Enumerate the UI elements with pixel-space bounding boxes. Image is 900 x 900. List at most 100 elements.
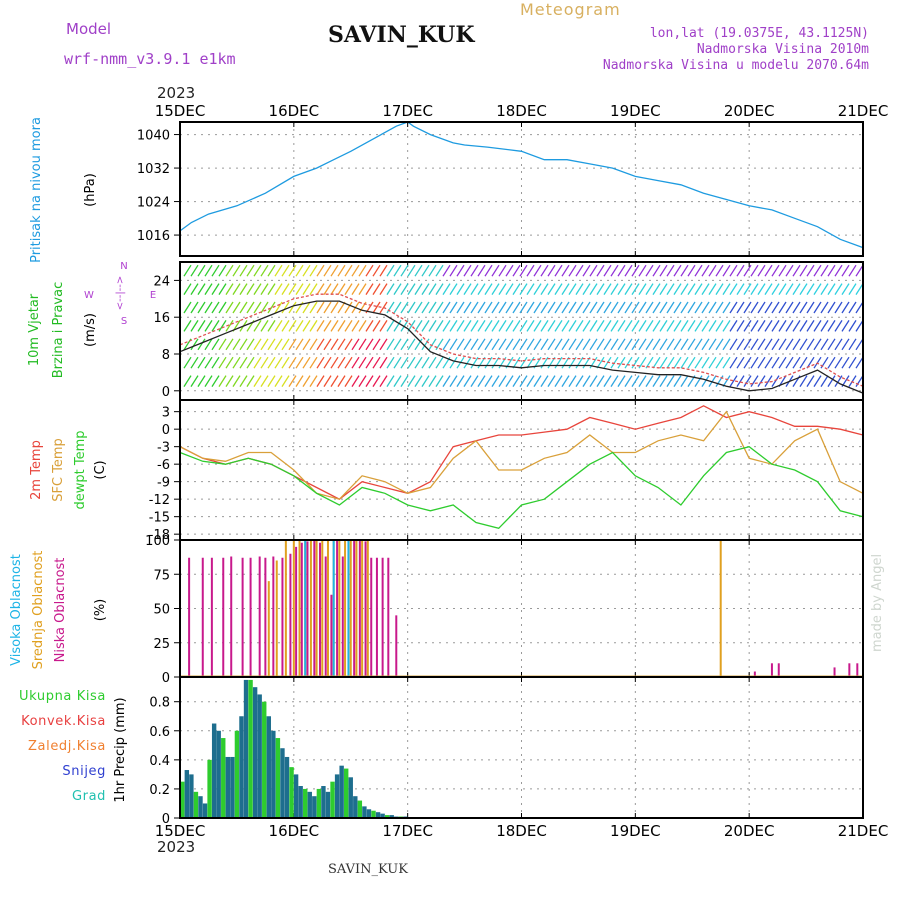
wind-barb (743, 301, 752, 314)
wind-barb (337, 356, 346, 369)
temp-line-dewpt-temp (179, 445, 864, 530)
wind-barb (813, 338, 822, 351)
wind-barb (400, 301, 409, 314)
year-top: 2023 (157, 84, 196, 102)
wind-barb (561, 375, 570, 387)
wind-barb (365, 320, 374, 332)
wind-barb (225, 338, 234, 351)
wind-barb (358, 375, 367, 387)
wind-barb (554, 356, 563, 369)
wind-barb (603, 338, 612, 351)
wind-barb (631, 375, 640, 387)
wind-barb (785, 320, 794, 332)
wind-barb (379, 375, 388, 387)
wind-barb (785, 301, 794, 314)
y-tick-label: -18 (149, 528, 170, 543)
temp-unit-label: (C) (93, 460, 108, 479)
wind-barb (834, 338, 843, 351)
wind-barb (722, 375, 731, 387)
wind-barb (638, 375, 647, 387)
wind-barb (400, 283, 409, 295)
wind-barb (470, 320, 479, 332)
wind-barb (372, 264, 381, 277)
wind-barb (386, 320, 395, 332)
wind-barb (204, 375, 213, 387)
precip-bar (353, 796, 358, 818)
wind-barb (512, 356, 521, 369)
wind-barb (330, 320, 339, 332)
wind-barb (855, 375, 864, 387)
wind-barb (225, 301, 234, 314)
wind-barb (610, 283, 619, 295)
wind-barb (540, 338, 549, 351)
precip-bar (239, 716, 244, 818)
wind-barb (694, 375, 703, 387)
wind-barb (771, 375, 780, 387)
wind-barb (771, 338, 780, 351)
wind-barb (379, 320, 388, 332)
wind-barb (365, 356, 374, 369)
wind-barb (295, 375, 304, 387)
wind-barb (848, 320, 857, 332)
wind-barb (274, 264, 283, 277)
precip-bar (343, 768, 349, 818)
wind-barb (421, 375, 430, 387)
wind-barb (806, 264, 815, 277)
precip-bar (348, 777, 353, 818)
wind-barb (799, 338, 808, 351)
wind-barb (554, 264, 563, 277)
cloud-axis-label-low: Niska Oblacnost (53, 558, 68, 663)
wind-barb (204, 283, 213, 295)
wind-barb (211, 320, 220, 332)
wind-barb (218, 283, 227, 295)
wind-barb (568, 264, 577, 277)
x-tick-label-bottom: 18DEC (496, 822, 547, 840)
wind-barb (848, 375, 857, 387)
wind-barb (218, 375, 227, 387)
wind-barb (295, 356, 304, 369)
wind-barb (183, 375, 192, 387)
wind-barb (729, 338, 738, 351)
wind-barb (827, 264, 836, 277)
wind-barb (351, 283, 360, 295)
wind-barb (785, 356, 794, 369)
wind-barb (323, 264, 332, 277)
y-tick-label: 0 (162, 385, 170, 400)
wind-barb (792, 320, 801, 332)
wind-barb (610, 338, 619, 351)
wind-barb (463, 375, 472, 387)
precip-bar (284, 756, 290, 818)
wind-barb (540, 301, 549, 314)
precip-bar (357, 800, 363, 818)
wind-barb (232, 264, 241, 277)
wind-barb (533, 338, 542, 351)
wind-barb (386, 338, 395, 351)
wind-barb (750, 283, 759, 295)
wind-barb (687, 356, 696, 369)
wind-barb (582, 283, 591, 295)
wind-barb (617, 301, 626, 314)
wind-barb (414, 356, 423, 369)
wind-barb (589, 338, 598, 351)
wind-barb (414, 320, 423, 332)
wind-barb (232, 356, 241, 369)
wind-barb (736, 283, 745, 295)
wind-barb (764, 320, 773, 332)
wind-barb (477, 283, 486, 295)
wind-barb (239, 375, 248, 387)
wind-barb (442, 264, 451, 277)
wind-barb (750, 301, 759, 314)
wind-barb (295, 338, 304, 351)
precip-bar (211, 723, 217, 818)
wind-barb (687, 301, 696, 314)
wind-barb (519, 375, 528, 387)
wind-barb (841, 356, 850, 369)
wind-barb (547, 283, 556, 295)
wind-barb (834, 320, 843, 332)
wind-barb (757, 264, 766, 277)
wind-barb (393, 301, 402, 314)
wind-barb (764, 356, 773, 369)
year-bottom: 2023 (157, 838, 196, 856)
wind-barb (652, 356, 661, 369)
